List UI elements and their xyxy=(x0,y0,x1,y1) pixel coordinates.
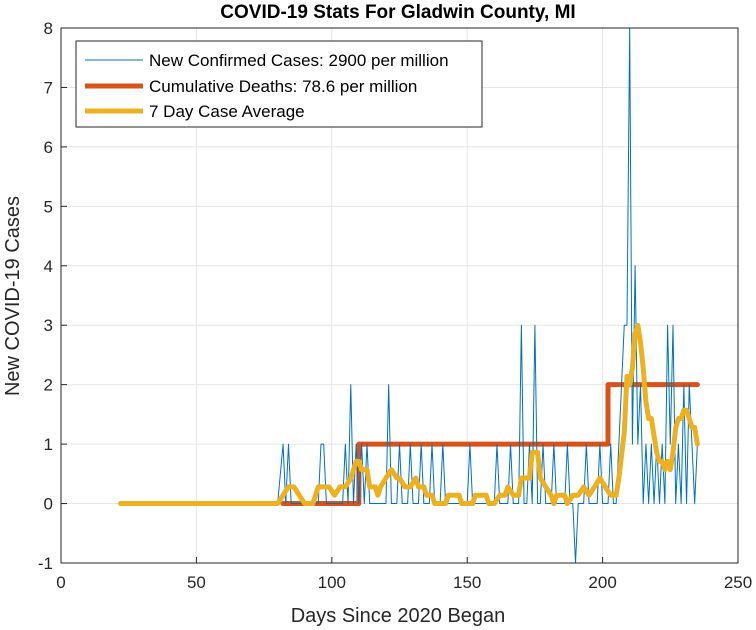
series-new-confirmed-cases xyxy=(277,27,698,564)
y-axis-label: New COVID-19 Cases xyxy=(2,196,24,396)
legend-label-cumulative-deaths: Cumulative Deaths: 78.6 per million xyxy=(149,77,417,96)
x-tick-label: 150 xyxy=(453,573,481,592)
y-tick-label: 6 xyxy=(44,138,53,157)
y-tick-label: 2 xyxy=(44,376,53,395)
series-7-day-average xyxy=(118,322,700,507)
series-layer xyxy=(118,27,700,564)
x-tick-label: 250 xyxy=(724,573,752,592)
y-tick-label: 0 xyxy=(44,495,53,514)
y-tick-label: -1 xyxy=(38,554,53,573)
axes-box xyxy=(60,27,739,564)
y-tick-label: 8 xyxy=(44,19,53,38)
chart-title: COVID-19 Stats For Gladwin County, MI xyxy=(220,2,575,23)
legend-label-7-day-average: 7 Day Case Average xyxy=(149,102,305,121)
y-tick-label: 7 xyxy=(44,78,53,97)
x-tick-label: 100 xyxy=(318,573,346,592)
y-tick-label: 1 xyxy=(44,435,53,454)
legend: New Confirmed Cases: 2900 per million Cu… xyxy=(75,40,483,128)
x-tick-label: 0 xyxy=(56,573,65,592)
x-tick-label: 50 xyxy=(187,573,206,592)
x-tick-label: 200 xyxy=(588,573,616,592)
legend-label-new-cases: New Confirmed Cases: 2900 per million xyxy=(149,51,449,70)
legend-box xyxy=(75,40,483,128)
x-axis-label: Days Since 2020 Began xyxy=(291,605,506,627)
series-cumulative-deaths xyxy=(280,382,700,507)
y-tick-label: 4 xyxy=(44,257,53,276)
y-tick-label: 5 xyxy=(44,197,53,216)
y-tick-label: 3 xyxy=(44,316,53,335)
